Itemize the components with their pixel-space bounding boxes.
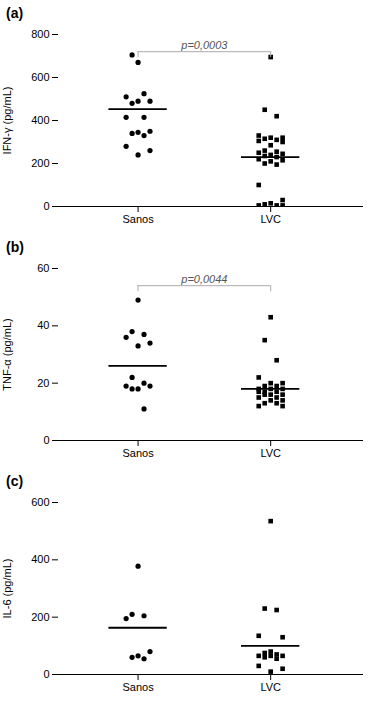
html-text:(c): (c)	[6, 473, 24, 489]
svg-text:60: 60	[37, 262, 49, 274]
svg-text:600: 600	[31, 71, 49, 83]
svg-text:LVC: LVC	[260, 213, 281, 225]
svg-text:40: 40	[37, 319, 49, 331]
svg-text:200: 200	[31, 611, 49, 623]
svg-text:0: 0	[43, 668, 49, 680]
svg-text:20: 20	[37, 377, 49, 389]
svg-text:IFN-γ (pg/mL): IFN-γ (pg/mL)	[1, 87, 13, 155]
svg-text:LVC: LVC	[260, 447, 281, 459]
svg-text:LVC: LVC	[260, 681, 281, 693]
svg-text:200: 200	[31, 157, 49, 169]
svg-text:400: 400	[31, 553, 49, 565]
svg-text:p=0,0044: p=0,0044	[180, 273, 227, 285]
svg-text:p=0,0003: p=0,0003	[180, 39, 228, 51]
svg-text:IL-6 (pg/mL): IL-6 (pg/mL)	[1, 559, 13, 619]
svg-text:600: 600	[31, 496, 49, 508]
svg-text:Sanos: Sanos	[122, 681, 154, 693]
html-text:(b): (b)	[6, 239, 24, 255]
svg-text:0: 0	[43, 434, 49, 446]
svg-text:0: 0	[43, 200, 49, 212]
svg-text:400: 400	[31, 114, 49, 126]
svg-text:800: 800	[31, 28, 49, 40]
svg-text:TNF-α (pg/mL): TNF-α (pg/mL)	[1, 318, 13, 390]
svg-text:Sanos: Sanos	[122, 447, 154, 459]
html-text:(a): (a)	[6, 5, 24, 21]
svg-text:Sanos: Sanos	[122, 213, 154, 225]
